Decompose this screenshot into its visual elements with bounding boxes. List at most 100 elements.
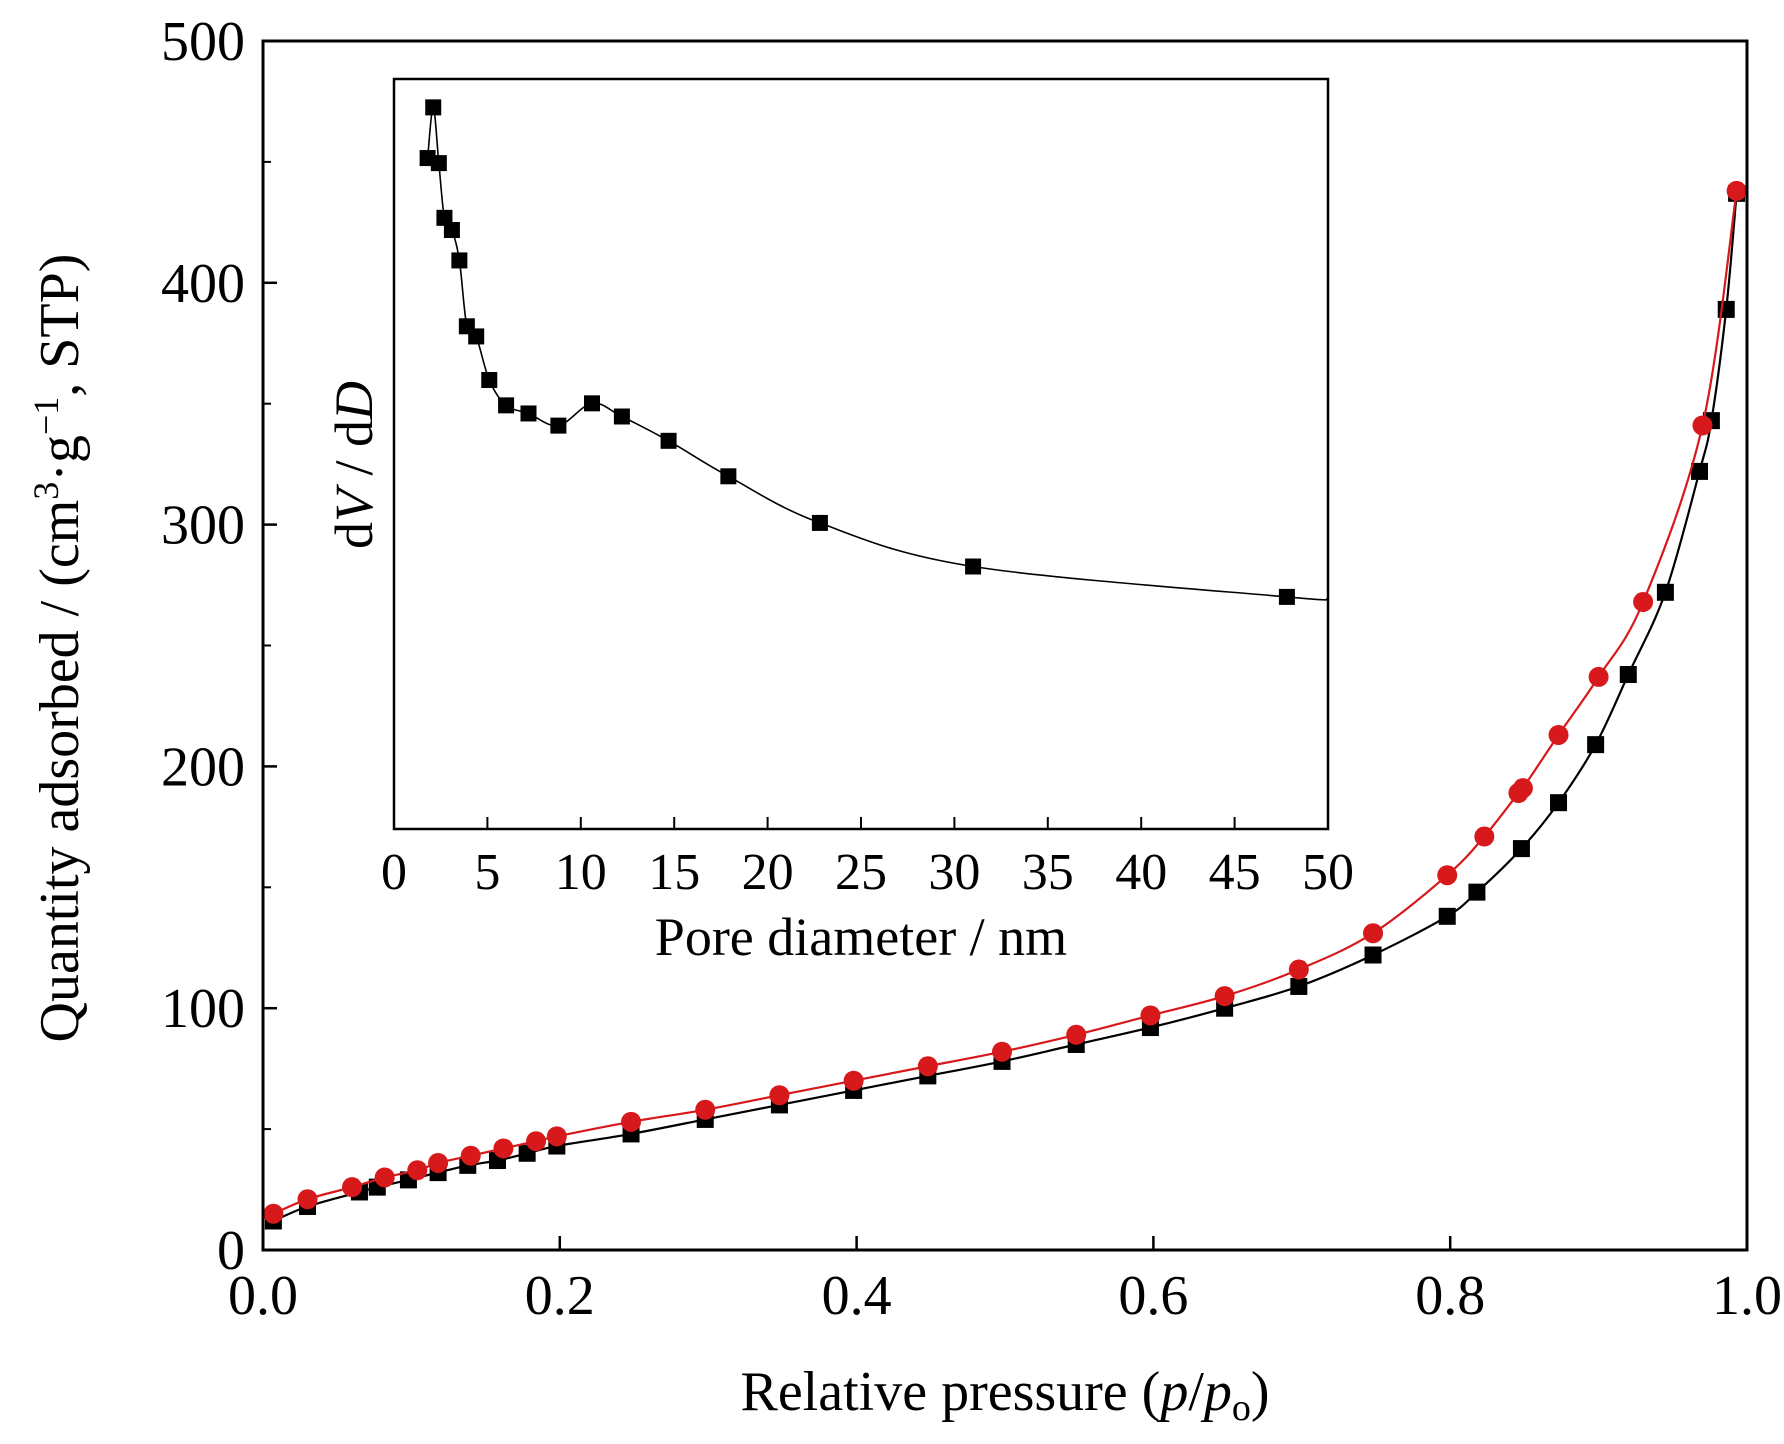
inset-x-tick-label-5: 25 <box>835 844 887 901</box>
inset-point-5 <box>451 252 468 269</box>
inset-point-10 <box>520 405 537 422</box>
series-2-point-21 <box>1437 865 1458 886</box>
series-1-point-23 <box>1512 840 1530 858</box>
series-2-point-10 <box>621 1111 642 1132</box>
series-2-point-1 <box>297 1189 318 1210</box>
series-1-point-20 <box>1364 946 1382 964</box>
series-2-point-13 <box>843 1070 864 1091</box>
inset-point-12 <box>584 395 601 412</box>
series-2-point-29 <box>1726 180 1747 201</box>
series-2-point-2 <box>342 1177 363 1198</box>
series-2-point-8 <box>526 1131 547 1152</box>
inset-x-tick-label-1: 5 <box>474 844 500 901</box>
x-axis-title: Relative pressure (p/po) <box>740 1361 1269 1429</box>
series-2-point-17 <box>1140 1005 1161 1026</box>
inset-point-16 <box>811 514 828 531</box>
series-2-point-12 <box>769 1085 790 1106</box>
series-1-point-24 <box>1550 794 1568 812</box>
series-2-point-20 <box>1363 923 1384 944</box>
inset-point-17 <box>965 558 982 575</box>
y-axis-title: Quantity adsorbed / (cm3·g−1, STP) <box>26 254 91 1043</box>
inset-point-3 <box>436 209 453 226</box>
series-1-point-26 <box>1619 666 1637 684</box>
series-2-point-24 <box>1512 778 1533 799</box>
inset-point-13 <box>613 408 630 425</box>
y-tick-label-0: 0 <box>217 1220 245 1282</box>
series-2-point-14 <box>917 1056 938 1077</box>
series-2-point-22 <box>1474 826 1495 847</box>
inset-y-axis-title-d1: d <box>324 522 384 549</box>
series-2-point-28 <box>1692 415 1713 436</box>
x-axis-title-sub: o <box>1232 1387 1251 1429</box>
x-axis-title-text: Relative pressure ( <box>740 1361 1160 1423</box>
inset-x-tick-label-9: 45 <box>1209 844 1261 901</box>
series-2-point-19 <box>1288 959 1309 980</box>
inset-x-tick-label-3: 15 <box>648 844 700 901</box>
series-2-point-4 <box>407 1160 428 1181</box>
series-2-point-11 <box>695 1099 716 1120</box>
series-2-point-15 <box>992 1041 1013 1062</box>
inset-point-1 <box>425 99 442 116</box>
series-2-point-6 <box>460 1145 481 1166</box>
x-tick-label-1: 0.2 <box>525 1265 595 1327</box>
inset-x-tick-label-6: 30 <box>928 844 980 901</box>
inset-x-tick-label-0: 0 <box>381 844 407 901</box>
y-axis-title-sup1: 3 <box>26 482 66 500</box>
series-2-line <box>272 190 1738 1215</box>
y-axis-title-end: , STP) <box>29 254 91 397</box>
inset-y-axis-title-mid: / d <box>324 420 384 489</box>
series-1-point-28 <box>1691 462 1709 480</box>
inset-x-tick-label-7: 35 <box>1022 844 1074 901</box>
inset-x-tick-label-4: 20 <box>742 844 794 901</box>
inset-chart: 0 5 10 15 20 25 30 35 40 45 50 Pore diameter / nm dV… <box>324 77 1354 967</box>
series-2-point-9 <box>546 1126 567 1147</box>
y-tick-label-5: 500 <box>161 11 245 73</box>
y-tick-label-4: 400 <box>161 253 245 315</box>
inset-x-tick-label-2: 10 <box>555 844 607 901</box>
series-2-point-5 <box>428 1152 449 1173</box>
inset-point-9 <box>498 397 515 414</box>
inset-x-tick-label-10: 50 <box>1302 844 1354 901</box>
y-axis-title-text: Quantity adsorbed / (cm <box>29 500 91 1043</box>
y-axis-title-mid: ·g <box>29 435 91 482</box>
series-1-point-19 <box>1290 977 1308 995</box>
series-2-point-25 <box>1548 724 1569 745</box>
inset-y-axis-title: dV / dD <box>324 381 384 549</box>
inset-x-axis-title: Pore diameter / nm <box>655 907 1067 967</box>
series-1-point-27 <box>1656 583 1674 601</box>
inset-point-14 <box>660 432 677 449</box>
inset-point-2 <box>430 155 447 172</box>
series-2-point-16 <box>1066 1024 1087 1045</box>
series-2-point-7 <box>493 1138 514 1159</box>
x-tick-label-3: 0.6 <box>1118 1265 1188 1327</box>
inset-background <box>394 79 1328 829</box>
series-1-point-21 <box>1438 907 1456 925</box>
series-2-point-3 <box>374 1167 395 1188</box>
series-1-point-25 <box>1587 736 1605 754</box>
x-axis-title-var1: p <box>1156 1361 1188 1423</box>
inset-point-8 <box>481 372 498 389</box>
inset-point-15 <box>720 468 737 485</box>
x-tick-label-4: 0.8 <box>1415 1265 1485 1327</box>
x-tick-label-5: 1.0 <box>1712 1265 1782 1327</box>
inset-y-axis-title-d2: D <box>324 381 384 421</box>
x-tick-label-2: 0.4 <box>822 1265 892 1327</box>
y-axis-title-sup2: −1 <box>26 397 66 435</box>
series-2-point-0 <box>263 1203 284 1224</box>
series-2-point-27 <box>1633 591 1654 612</box>
x-axis-title-slash: / <box>1188 1361 1204 1423</box>
y-tick-label-1: 100 <box>161 978 245 1040</box>
y-tick-label-3: 300 <box>161 495 245 557</box>
series-1-point-22 <box>1468 883 1486 901</box>
main-chart: 0.0 0.2 0.4 0.6 0.8 1.00100200300400500Relati… <box>26 11 1782 1429</box>
series-2-point-26 <box>1588 666 1609 687</box>
x-tick-label-0: 0.0 <box>228 1265 298 1327</box>
inset-point-4 <box>443 222 460 239</box>
inset-y-axis-title-v: V <box>324 483 384 522</box>
inset-x-tick-label-8: 40 <box>1115 844 1167 901</box>
inset-point-18 <box>1278 588 1295 605</box>
inset-point-7 <box>468 328 485 345</box>
series-2-point-18 <box>1214 986 1235 1007</box>
y-tick-label-2: 200 <box>161 736 245 798</box>
